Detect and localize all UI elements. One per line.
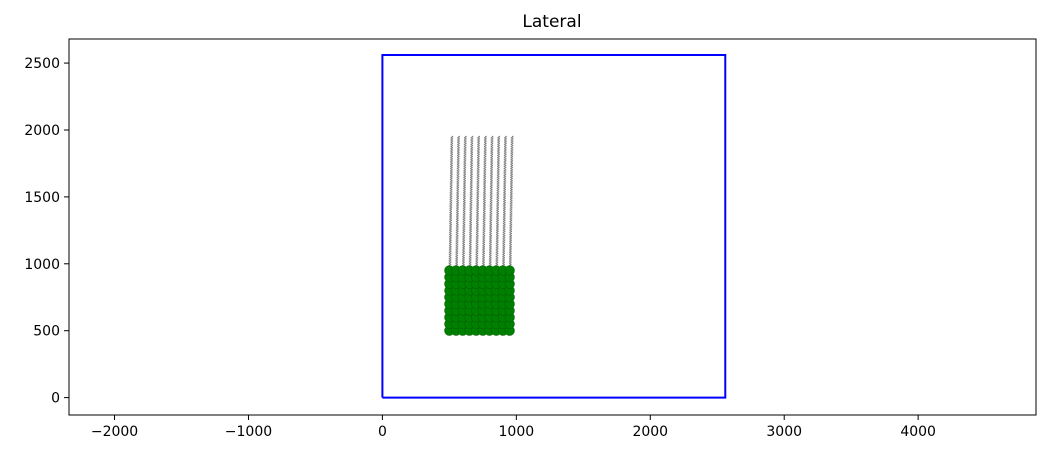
dendrite-trace-1 — [448, 135, 454, 271]
dendrite-trace-3 — [461, 135, 467, 271]
plot-area — [381, 54, 727, 399]
dendrite-trace-4 — [468, 135, 474, 271]
dendrite-trace-8 — [495, 135, 501, 271]
dendrite-trace-5 — [475, 135, 480, 271]
y-tick-label: 2500 — [24, 56, 60, 72]
x-tick-label: 0 — [378, 424, 387, 440]
chart-title: Lateral — [522, 12, 581, 32]
x-axis: −2000 −1000 0 1000 2000 3000 4000 — [91, 415, 936, 440]
y-tick-label: 2000 — [24, 123, 60, 139]
y-tick-label: 1500 — [24, 190, 60, 206]
axes-frame — [68, 38, 1037, 416]
x-tick-label: 3000 — [766, 424, 802, 440]
dendrite-trace-2 — [455, 135, 460, 271]
dendrite-trace-6 — [482, 135, 487, 271]
y-tick-label: 0 — [51, 391, 60, 407]
dendrite-trace-9 — [502, 135, 507, 271]
x-tick-label: −2000 — [91, 424, 138, 440]
boundary-line — [381, 54, 727, 399]
dendrite-trace-7 — [488, 135, 494, 271]
dendrite-trace-10 — [508, 135, 514, 271]
x-tick-label: 2000 — [632, 424, 668, 440]
x-tick-label: 4000 — [900, 424, 936, 440]
x-tick-label: 1000 — [499, 424, 535, 440]
x-tick-label: −1000 — [225, 424, 272, 440]
y-tick-label: 1000 — [24, 257, 60, 273]
y-tick-label: 500 — [33, 324, 60, 340]
soma-point — [504, 265, 515, 276]
y-axis: 0 500 1000 1500 2000 2500 — [24, 56, 69, 407]
